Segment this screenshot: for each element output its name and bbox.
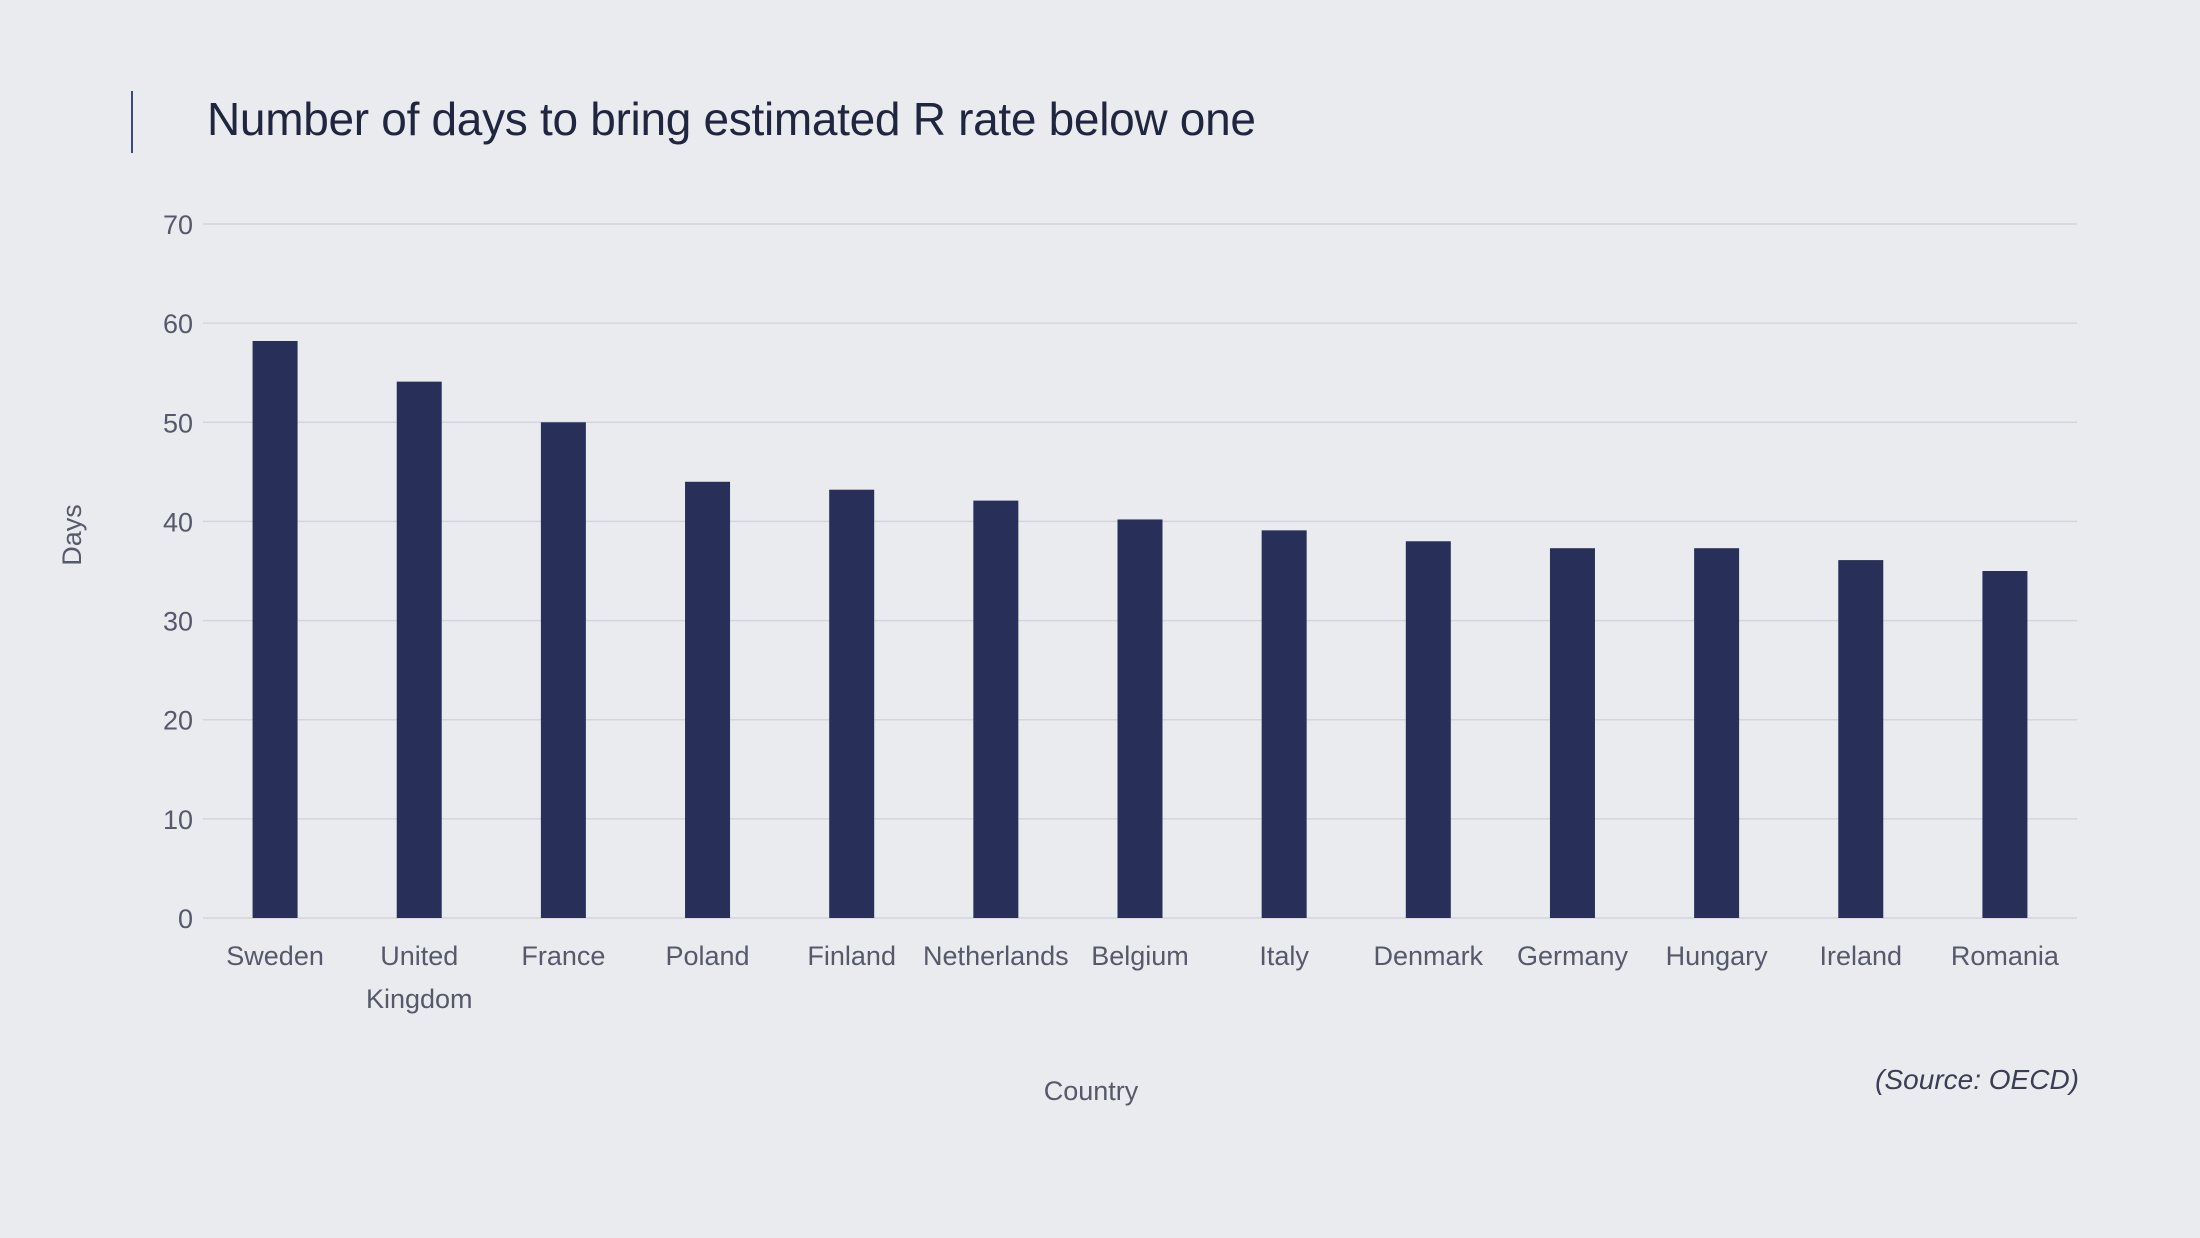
- bar: [396, 381, 442, 918]
- bar: [1549, 548, 1595, 918]
- bar: [973, 500, 1019, 918]
- x-tick-label: Netherlands: [923, 941, 1069, 971]
- x-tick-label: Denmark: [1374, 941, 1484, 971]
- x-tick-label: United: [380, 941, 458, 971]
- x-tick-label: Ireland: [1819, 941, 1902, 971]
- y-tick-label: 60: [163, 309, 193, 339]
- x-tick-label: Poland: [665, 941, 749, 971]
- bar: [1261, 530, 1307, 918]
- x-tick-label: Italy: [1259, 941, 1309, 971]
- y-tick-label: 50: [163, 408, 193, 438]
- chart-title: Number of days to bring estimated R rate…: [207, 93, 1256, 145]
- gridlines: [203, 223, 2077, 919]
- bar: [685, 481, 731, 918]
- x-tick-label: Germany: [1517, 941, 1629, 971]
- x-tick-label: Sweden: [226, 941, 324, 971]
- bar: [1694, 548, 1740, 918]
- x-axis-title: Country: [1044, 1076, 1139, 1106]
- y-tick-label: 40: [163, 507, 193, 537]
- bar: [252, 340, 298, 918]
- x-tick-label: France: [521, 941, 605, 971]
- y-tick-label: 20: [163, 706, 193, 736]
- y-axis-ticks: 0 10 20 30 40 50 60 70: [163, 210, 193, 934]
- bar: [1982, 571, 2028, 918]
- bar: [540, 422, 586, 918]
- bar: [1405, 541, 1451, 918]
- x-tick-label: Belgium: [1091, 941, 1189, 971]
- x-tick-label: Romania: [1951, 941, 2060, 971]
- bar: [1838, 560, 1884, 918]
- bars: [252, 340, 2028, 918]
- bar: [829, 489, 875, 918]
- y-tick-label: 30: [163, 607, 193, 637]
- y-tick-label: 70: [163, 210, 193, 240]
- y-tick-label: 10: [163, 805, 193, 835]
- bar: [1117, 519, 1163, 918]
- y-tick-label: 0: [178, 904, 193, 934]
- x-tick-label: Hungary: [1666, 941, 1769, 971]
- x-tick-label: Kingdom: [366, 984, 473, 1014]
- source-note: (Source: OECD): [1875, 1064, 2079, 1095]
- title-accent-bar: [131, 91, 133, 153]
- x-tick-label: Finland: [807, 941, 896, 971]
- x-axis-ticks: Sweden United Kingdom France Poland Finland Ne…: [226, 941, 2060, 1014]
- y-axis-title: Days: [57, 504, 87, 566]
